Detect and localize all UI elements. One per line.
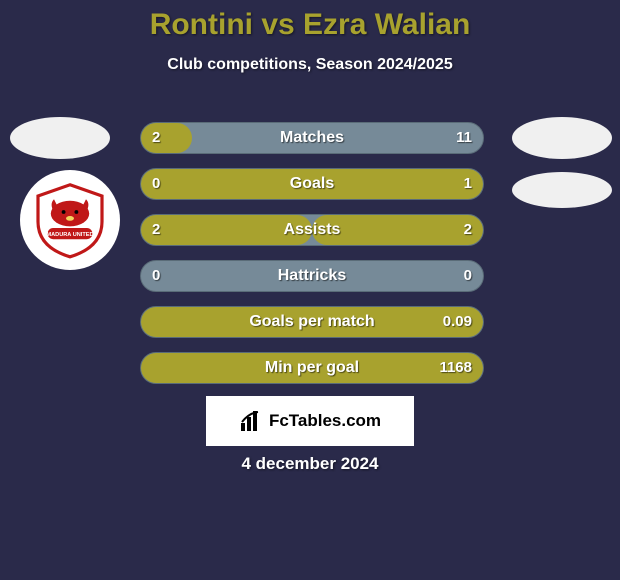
stat-label: Min per goal <box>140 352 484 384</box>
stat-row: Min per goal1168 <box>140 352 484 384</box>
logo-text: FcTables.com <box>269 411 381 431</box>
stat-value-left: 0 <box>152 260 160 292</box>
stat-label: Goals per match <box>140 306 484 338</box>
stat-row: Hattricks0 0 <box>140 260 484 292</box>
stat-value-right: 2 <box>464 214 472 246</box>
stat-value-right: 1 <box>464 168 472 200</box>
stat-value-right: 0.09 <box>443 306 472 338</box>
stat-row: Goals0 1 <box>140 168 484 200</box>
date-label: 4 december 2024 <box>0 454 620 474</box>
svg-text:MADURA UNITED: MADURA UNITED <box>46 232 93 238</box>
subtitle: Club competitions, Season 2024/2025 <box>0 56 620 74</box>
logo-bars-icon <box>239 409 263 433</box>
page-title: Rontini vs Ezra Walian <box>0 8 620 42</box>
stats-bars: Matches211Goals01Assists22Hattricks00Goa… <box>140 122 484 398</box>
player-right-headshot <box>512 117 612 159</box>
stat-value-right: 11 <box>456 122 472 154</box>
player-right-club-crest <box>512 172 612 208</box>
stat-row: Matches2 11 <box>140 122 484 154</box>
madura-united-crest-icon: MADURA UNITED <box>30 180 110 260</box>
fctables-logo[interactable]: FcTables.com <box>206 396 414 446</box>
player-left-headshot <box>10 117 110 159</box>
stat-row: Goals per match0.09 <box>140 306 484 338</box>
stat-value-right: 1168 <box>439 352 472 384</box>
stat-value-left: 2 <box>152 214 160 246</box>
stat-label: Goals <box>140 168 484 200</box>
stat-label: Hattricks <box>140 260 484 292</box>
stat-label: Matches <box>140 122 484 154</box>
stat-value-left: 0 <box>152 168 160 200</box>
stat-label: Assists <box>140 214 484 246</box>
player-left-club-crest: MADURA UNITED <box>20 170 120 270</box>
stat-row: Assists2 2 <box>140 214 484 246</box>
comparison-card: Rontini vs Ezra Walian Club competitions… <box>0 0 620 580</box>
stat-value-right: 0 <box>464 260 472 292</box>
stat-value-left: 2 <box>152 122 160 154</box>
